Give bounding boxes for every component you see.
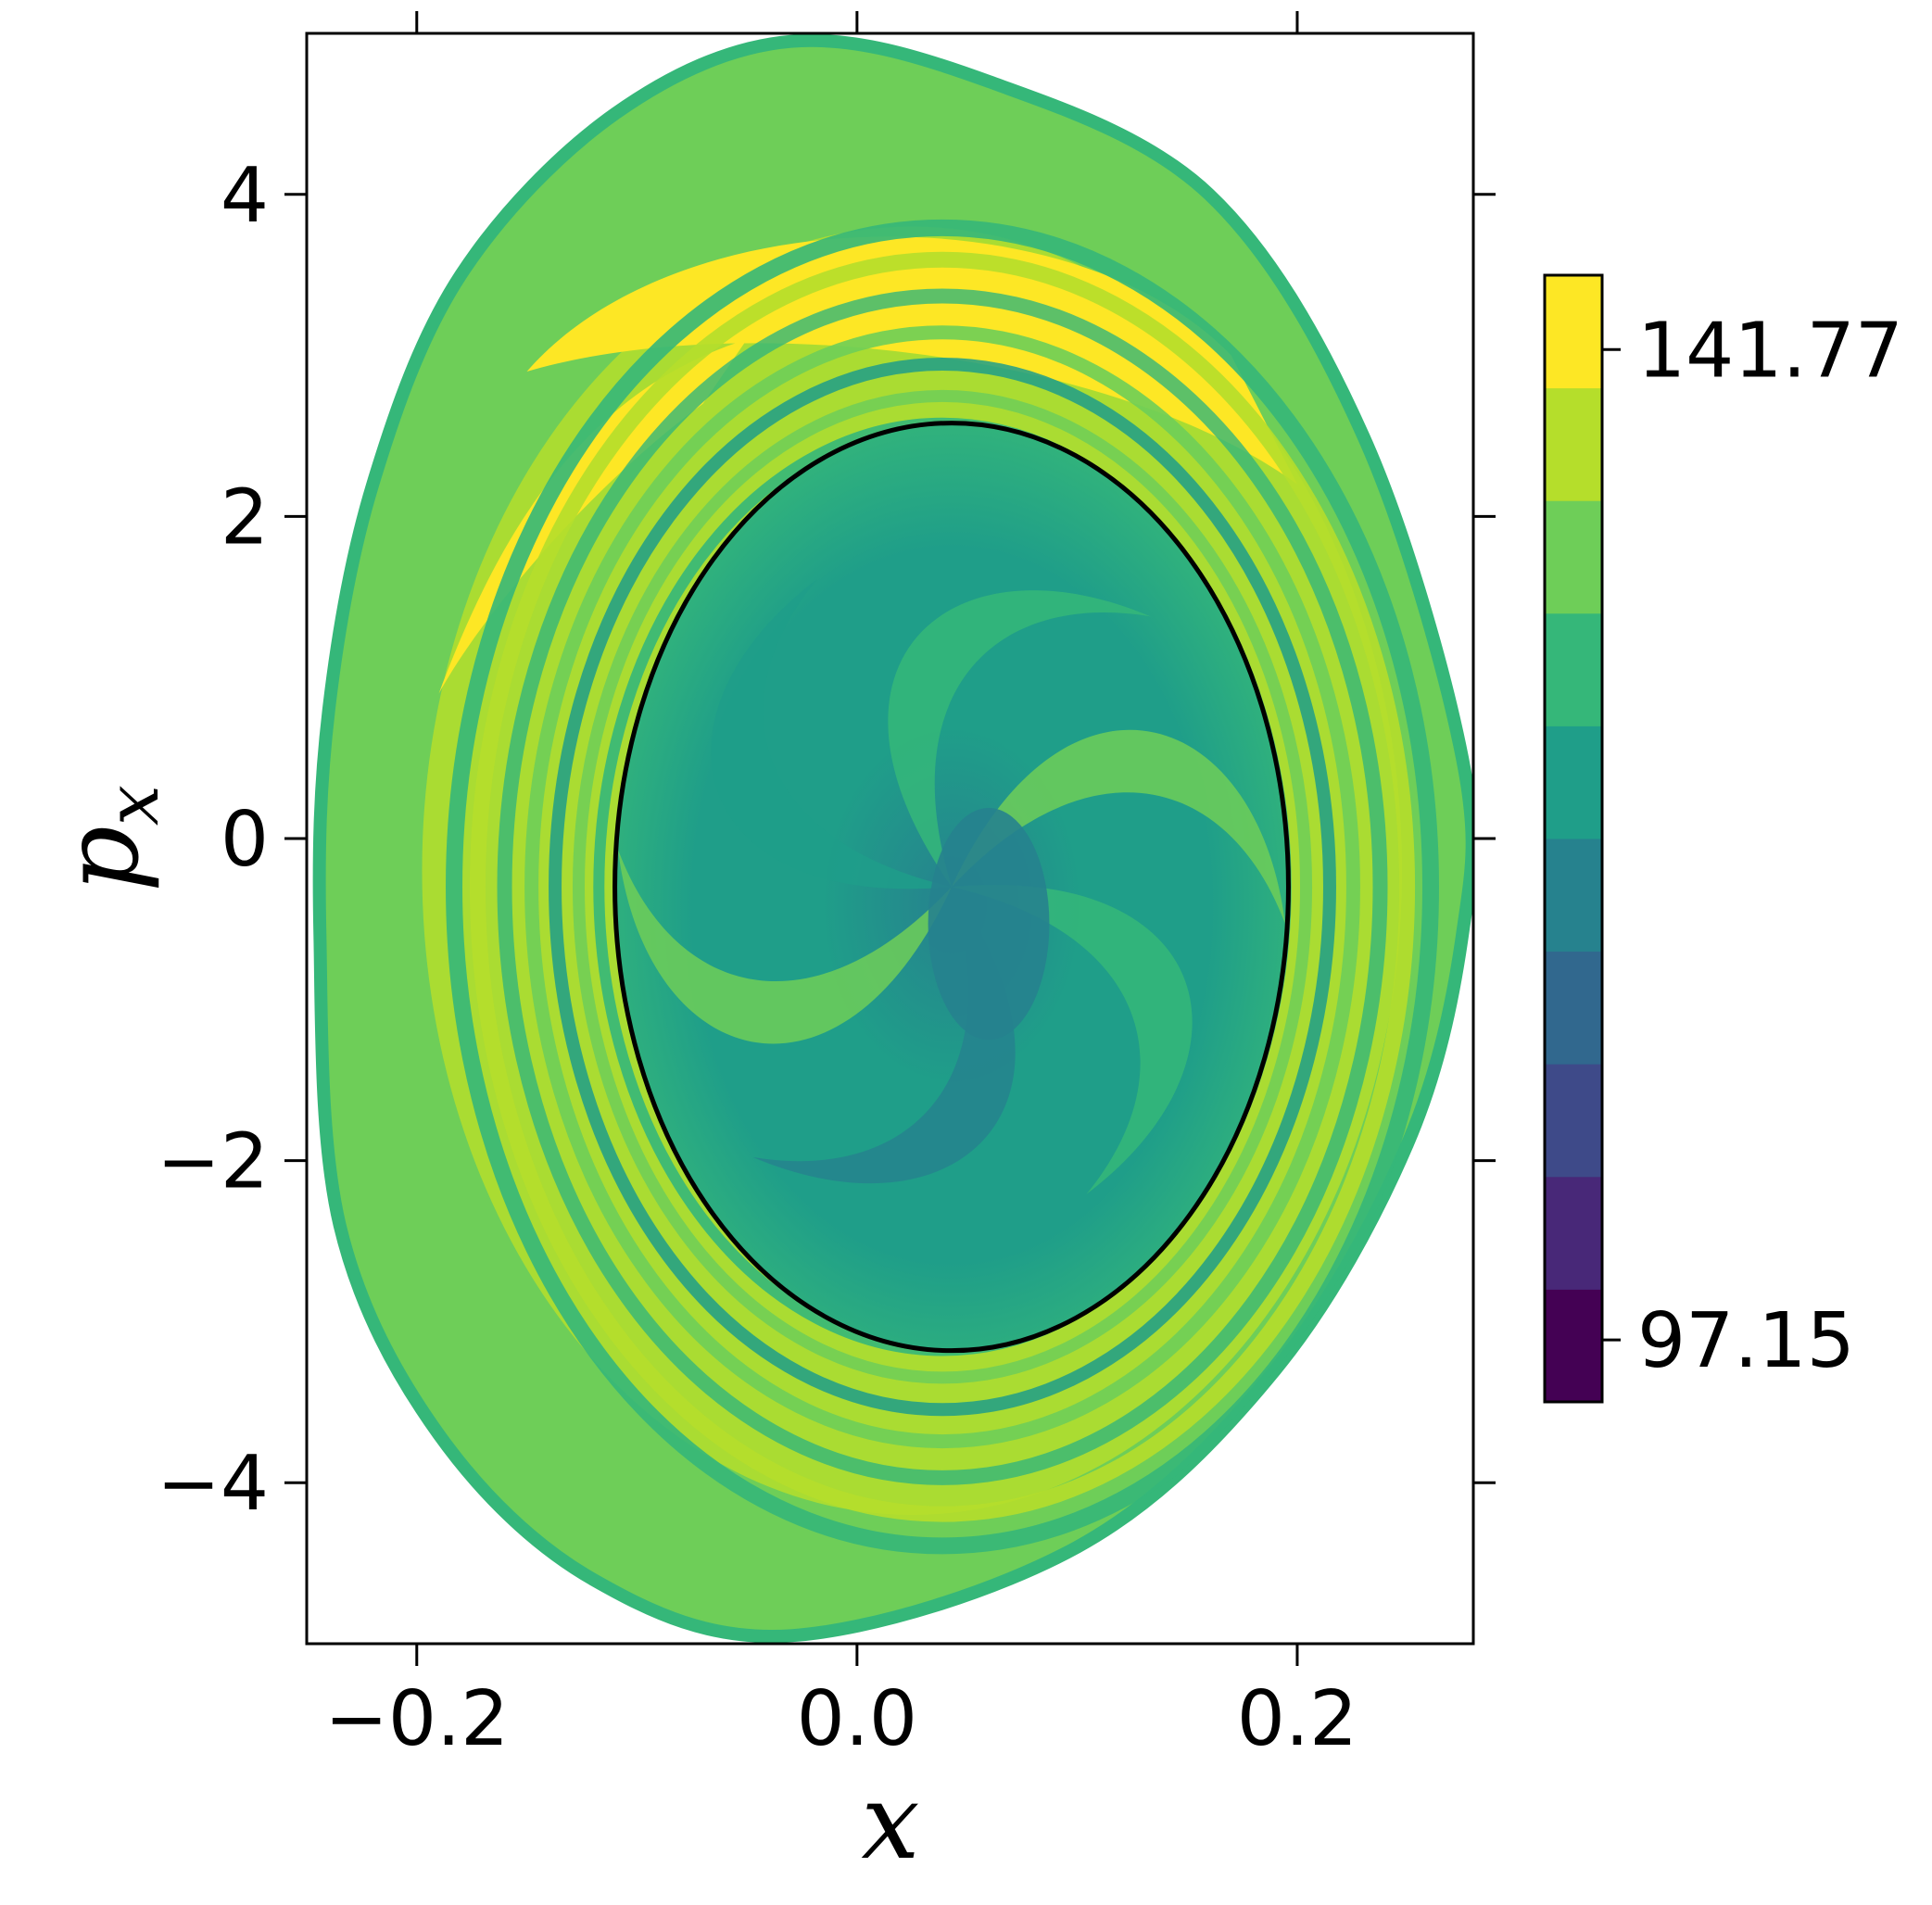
colorbar-segment (1545, 1176, 1602, 1290)
field-swirl-arm (888, 590, 1151, 888)
y-tick-label: −4 (157, 1440, 269, 1528)
svg-text:px: px (42, 785, 175, 892)
field-core (614, 423, 1289, 1351)
colorbar-tick-label: 141.77 (1637, 307, 1903, 395)
field-swirl-arm (952, 729, 1286, 925)
colorbar: 141.77 97.15 (1543, 273, 1903, 1404)
field-ring (572, 389, 1313, 1384)
x-axis: −0.2 0.0 0.2 (324, 11, 1357, 1763)
colorbar-frame (1543, 273, 1604, 1404)
x-axis-label: x (861, 1762, 919, 1883)
x-tick-label: −0.2 (324, 1675, 509, 1763)
heatmap-field (312, 33, 1473, 1643)
field-swirl-arm (952, 885, 1193, 1194)
x-tick-label: 0.2 (1237, 1675, 1357, 1763)
colorbar-segment (1545, 1289, 1602, 1403)
colorbar-segment (1545, 1064, 1602, 1178)
y-axis: −4 −2 0 2 4 (157, 152, 1496, 1528)
field-ring (549, 358, 1336, 1417)
colorbar-segment (1545, 725, 1602, 839)
colorbar-segment (1545, 612, 1602, 726)
field-ring (497, 288, 1388, 1485)
y-axis-label: px (42, 785, 175, 892)
field-ring (446, 219, 1440, 1555)
colorbar-segment (1545, 387, 1602, 501)
field-swirl-arm (618, 850, 953, 1044)
y-tick-label: −2 (157, 1118, 269, 1206)
x-tick-label: 0.0 (797, 1675, 917, 1763)
y-tick-label: 0 (221, 796, 269, 884)
colorbar-segment (1545, 500, 1602, 614)
highlight-orbit (612, 421, 1291, 1354)
field-ring (524, 325, 1360, 1449)
colorbar-segment (1545, 951, 1602, 1065)
field-swirl-arm (752, 887, 1016, 1184)
y-tick-label: 4 (221, 152, 269, 240)
colorbar-tick-label: 97.15 (1637, 1297, 1855, 1385)
colorbar-segment (1545, 275, 1602, 389)
colorbar-segment (1545, 839, 1602, 952)
field-swirl-arm (711, 579, 953, 889)
field-ring (469, 251, 1416, 1522)
y-tick-label: 2 (221, 473, 269, 561)
